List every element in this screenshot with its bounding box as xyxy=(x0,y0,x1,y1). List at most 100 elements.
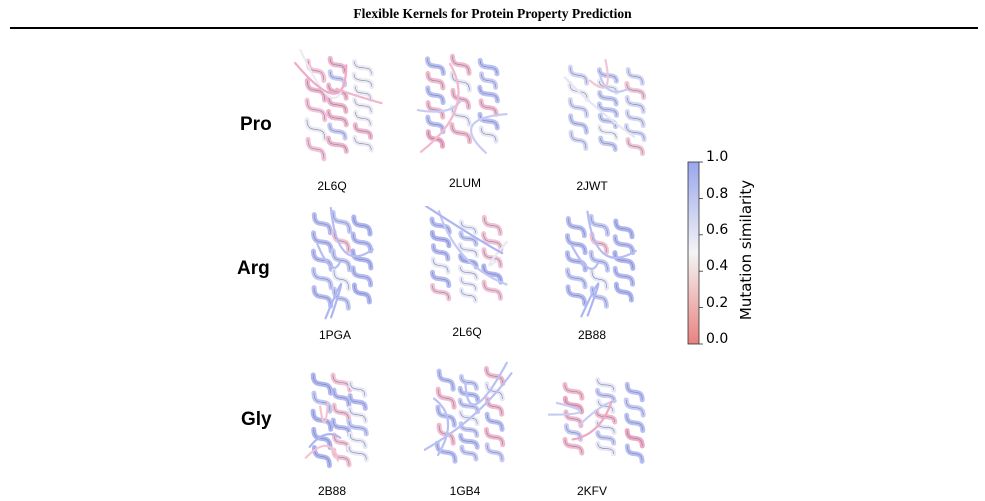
loop-segment xyxy=(424,372,513,451)
protein-structure-arg-1pga xyxy=(310,206,374,320)
helix-outline xyxy=(569,67,587,84)
helix-outline xyxy=(483,233,502,250)
helix-outline xyxy=(461,221,476,234)
helix-outline xyxy=(480,100,497,115)
helix-outline xyxy=(627,139,643,154)
helix-outline xyxy=(353,216,371,234)
helix-outline xyxy=(354,99,372,113)
helix-outline xyxy=(328,138,347,152)
protein-structure-arg-2l6q xyxy=(424,206,508,304)
helix-outline xyxy=(332,250,350,270)
helix-outline xyxy=(333,405,349,421)
colorbar-title: Mutation similarity xyxy=(737,179,755,321)
loop-segment xyxy=(304,444,340,462)
helix-outline xyxy=(354,285,370,303)
helix-outline xyxy=(597,390,615,401)
protein-structure-gly-2b88 xyxy=(304,372,369,469)
helix-outline xyxy=(333,289,349,309)
helix-outline xyxy=(596,421,615,433)
helix-outline xyxy=(626,83,644,98)
helix-outline xyxy=(355,112,371,125)
pdb-label: 2LUM xyxy=(448,176,481,190)
colorbar xyxy=(687,161,703,345)
helix-outline xyxy=(616,284,632,301)
helix-outline xyxy=(599,126,617,139)
helix-outline xyxy=(353,74,373,87)
helix-outline xyxy=(597,443,615,454)
protein-structure-pro-2l6q xyxy=(294,48,383,162)
row-label-gly: Gly xyxy=(241,409,272,430)
helix-outline xyxy=(333,390,350,406)
helix-outline xyxy=(599,81,617,93)
helix-outline xyxy=(355,86,371,100)
loop-segment xyxy=(319,402,329,424)
helix-outline xyxy=(328,84,347,99)
helix-outline xyxy=(626,97,644,112)
helix-outline xyxy=(567,218,585,236)
helix-outline xyxy=(486,444,503,461)
helix-outline xyxy=(427,102,444,118)
helix-outline xyxy=(564,439,583,454)
loop-segment xyxy=(571,400,613,441)
helix-outline xyxy=(486,383,503,400)
helix-outline xyxy=(352,267,371,286)
colorbar-tick-label: 0.4 xyxy=(706,258,729,274)
helix-outline xyxy=(307,139,325,159)
helix-outline xyxy=(480,127,497,142)
loop-segment xyxy=(335,87,383,105)
colorbar-tick-marks xyxy=(699,161,703,345)
helix-outline xyxy=(313,232,332,252)
helix-outline xyxy=(427,58,444,74)
helix-outline xyxy=(570,115,587,133)
helix-outline xyxy=(567,286,585,304)
loop-segment xyxy=(432,397,450,457)
helix-outline xyxy=(313,393,331,412)
helix-outline xyxy=(427,88,444,103)
helix-outline xyxy=(329,58,346,72)
helix-outline xyxy=(599,103,617,116)
protein-structure-pro-2lum xyxy=(416,53,508,154)
helix-outline xyxy=(626,111,644,126)
helix-outline xyxy=(432,285,450,299)
helix-outline xyxy=(481,73,496,88)
helix-outline xyxy=(432,232,450,246)
loop-segment xyxy=(294,61,348,95)
helix-outline xyxy=(614,252,634,269)
helix-outline xyxy=(306,100,326,120)
colorbar-tick-label: 0.0 xyxy=(706,331,729,347)
helix-outline xyxy=(452,56,470,74)
loop-segment xyxy=(324,282,343,320)
helix-outline xyxy=(312,375,331,394)
helix-outline xyxy=(352,250,372,269)
loop-segment xyxy=(469,113,508,154)
helix-outline xyxy=(569,99,588,116)
helix-outline xyxy=(433,245,449,260)
helix-outline xyxy=(570,132,587,149)
pdb-label: 2B88 xyxy=(317,484,347,498)
protein-structure-gly-2kfv xyxy=(548,377,646,464)
helix-outline xyxy=(565,398,582,412)
helix-outline xyxy=(567,252,586,270)
loop-segment xyxy=(316,243,342,269)
pdb-label: 2L6Q xyxy=(452,325,482,339)
helix-outline xyxy=(590,216,608,235)
helix-outline xyxy=(451,107,470,125)
helix-outline xyxy=(307,60,325,81)
colorbar-tick-label: 0.6 xyxy=(706,222,729,238)
colorbar-tick-label: 0.2 xyxy=(706,295,729,311)
helix-outline xyxy=(626,430,643,447)
helix-outline xyxy=(626,415,644,431)
helix-outline xyxy=(460,266,477,279)
helix-outline xyxy=(461,447,477,460)
helix-outline xyxy=(459,400,479,412)
helix-outline xyxy=(567,235,586,253)
loop-segment xyxy=(488,240,508,267)
row-label-arg: Arg xyxy=(237,258,270,279)
helix-outline xyxy=(600,138,616,150)
helix-outline xyxy=(333,269,349,290)
helix-outline xyxy=(350,382,366,396)
helix-outline xyxy=(354,137,372,151)
helix-outline xyxy=(333,231,349,251)
helix-outline xyxy=(328,111,347,125)
helix-outline xyxy=(451,124,470,142)
